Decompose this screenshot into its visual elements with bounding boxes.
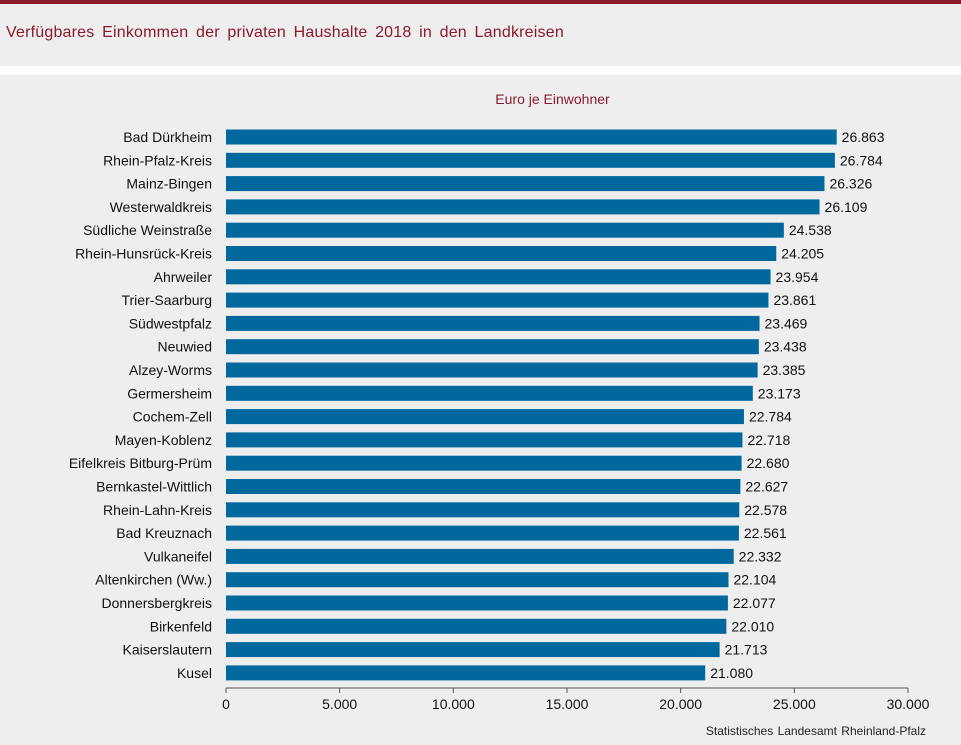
- bar: [226, 315, 760, 331]
- x-tick-label: 10.000: [432, 696, 475, 712]
- x-tick-label: 5.000: [322, 696, 357, 712]
- category-label: Bad Dürkheim: [123, 129, 212, 145]
- category-label: Birkenfeld: [150, 618, 212, 634]
- value-label: 22.104: [733, 572, 776, 588]
- x-tick-label: 25.000: [773, 696, 816, 712]
- category-label: Cochem-Zell: [133, 409, 212, 425]
- value-label: 22.680: [747, 455, 790, 471]
- x-tick-label: 15.000: [546, 696, 589, 712]
- value-label: 22.561: [744, 525, 787, 541]
- value-label: 26.784: [840, 152, 883, 168]
- bar: [226, 479, 741, 494]
- category-label: Rhein-Pfalz-Kreis: [103, 152, 212, 168]
- x-tick-label: 30.000: [887, 696, 930, 712]
- bar: [226, 595, 728, 611]
- category-label: Kaiserslautern: [123, 642, 213, 658]
- value-label: 21.080: [710, 665, 753, 681]
- header-divider: [0, 66, 961, 75]
- bar: [226, 222, 784, 238]
- bar: [226, 269, 771, 285]
- value-label: 23.438: [764, 339, 807, 355]
- value-label: 22.077: [733, 595, 776, 611]
- bar: [226, 455, 742, 471]
- bar: [226, 152, 835, 168]
- value-label: 23.469: [765, 315, 808, 331]
- category-label: Alzey-Worms: [129, 362, 212, 378]
- category-label: Altenkirchen (Ww.): [95, 572, 212, 588]
- bar: [226, 409, 744, 425]
- bar: [226, 129, 837, 145]
- value-label: 22.627: [745, 479, 788, 495]
- bar: [226, 362, 758, 378]
- bar: [226, 665, 706, 681]
- value-label: 22.718: [747, 432, 790, 448]
- bar: [226, 618, 727, 634]
- category-label: Rhein-Lahn-Kreis: [103, 502, 212, 518]
- bar: [226, 642, 720, 658]
- bar: [226, 199, 820, 215]
- bar: [226, 432, 743, 448]
- value-label: 23.954: [776, 269, 819, 285]
- value-label: 24.205: [781, 246, 824, 262]
- category-label: Bad Kreuznach: [116, 525, 212, 541]
- page-title: Verfügbares Einkommen der privaten Haush…: [6, 24, 564, 41]
- chart-title: Euro je Einwohner: [495, 91, 610, 107]
- category-label: Rhein-Hunsrück-Kreis: [75, 246, 212, 262]
- value-label: 23.385: [763, 362, 806, 378]
- category-label: Trier-Saarburg: [121, 292, 212, 308]
- bar: [226, 292, 769, 308]
- category-label: Westerwaldkreis: [110, 199, 212, 215]
- category-label: Vulkaneifel: [144, 548, 212, 564]
- bar: [226, 502, 740, 518]
- category-label: Kusel: [177, 665, 212, 681]
- bar: [226, 339, 759, 355]
- category-label: Südwestpfalz: [129, 315, 212, 331]
- bar: [226, 176, 825, 192]
- category-label: Germersheim: [127, 385, 212, 401]
- value-label: 22.784: [749, 409, 792, 425]
- bar: [226, 385, 753, 401]
- value-label: 26.326: [829, 176, 872, 192]
- category-label: Mainz-Bingen: [126, 176, 212, 192]
- value-label: 24.538: [789, 222, 832, 238]
- value-label: 23.861: [773, 292, 816, 308]
- x-tick-label: 0: [222, 696, 230, 712]
- category-label: Eifelkreis Bitburg-Prüm: [69, 455, 212, 471]
- top-accent-bar: [0, 0, 961, 4]
- bar: [226, 572, 729, 588]
- value-label: 26.863: [842, 129, 885, 145]
- value-label: 22.010: [731, 618, 774, 634]
- category-label: Neuwied: [158, 339, 212, 355]
- value-label: 22.332: [739, 548, 782, 564]
- bar: [226, 246, 777, 261]
- value-label: 23.173: [758, 385, 801, 401]
- category-label: Ahrweiler: [154, 269, 213, 285]
- source-note: Statistisches Landesamt Rheinland-Pfalz: [705, 724, 926, 738]
- bar: [226, 548, 734, 564]
- value-label: 21.713: [725, 642, 768, 658]
- category-label: Mayen-Koblenz: [115, 432, 212, 448]
- bar-chart: Bad Dürkheim 26.863 Rhein-Pfalz-Kreis 26.78…: [69, 129, 930, 712]
- value-label: 26.109: [825, 199, 868, 215]
- x-tick-label: 20.000: [659, 696, 702, 712]
- category-label: Bernkastel-Wittlich: [96, 479, 212, 495]
- category-label: Südliche Weinstraße: [83, 222, 212, 238]
- bar: [226, 525, 739, 541]
- category-label: Donnersbergkreis: [102, 595, 213, 611]
- value-label: 22.578: [744, 502, 787, 518]
